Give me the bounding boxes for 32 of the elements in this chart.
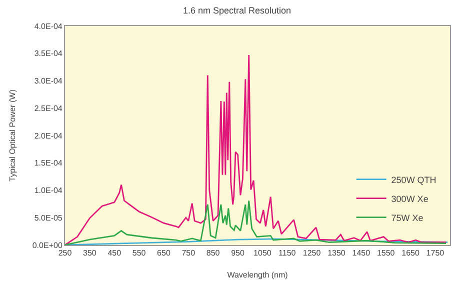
x-tick-label: 1150 xyxy=(278,248,296,258)
x-tick-label: 350 xyxy=(83,248,97,258)
x-tick-label: 1250 xyxy=(302,248,322,258)
x-tick-label: 1050 xyxy=(254,248,272,258)
x-tick-label: 850 xyxy=(206,248,220,258)
x-tick-label: 1350 xyxy=(328,248,346,258)
y-tick-label: 2.5E-04 xyxy=(34,104,63,113)
y-tick-label: 4.0E-04 xyxy=(34,22,63,31)
y-tick-label: 3.5E-04 xyxy=(34,49,63,58)
y-tick-label: 5.0E-05 xyxy=(34,213,63,222)
x-tick-label: 1450 xyxy=(352,248,371,258)
chart-title: 1.6 nm Spectral Resolution xyxy=(182,6,292,16)
x-tick-label: 750 xyxy=(182,248,196,258)
x-tick-label: 550 xyxy=(132,248,146,258)
x-tick-label: 1750 xyxy=(426,248,445,258)
x-tick-label: 250 xyxy=(58,248,72,258)
y-tick-label: 2.0E-04 xyxy=(34,131,63,140)
y-axis-title: Typical Optical Power (W) xyxy=(8,89,18,182)
legend-label: 75W Xe xyxy=(391,212,424,223)
legend-label: 250W QTH xyxy=(391,174,436,185)
x-axis-title: Wavelength (nm) xyxy=(227,270,288,280)
x-tick-label: 950 xyxy=(231,248,245,258)
y-tick-label: 1.0E-04 xyxy=(34,186,63,196)
x-tick-label: 1650 xyxy=(402,248,420,258)
x-tick-label: 1550 xyxy=(376,248,396,258)
line-series xyxy=(65,54,447,245)
x-tick-label: 650 xyxy=(157,248,171,258)
y-tick-label: 3.0E-04 xyxy=(34,76,63,86)
y-tick-label: 1.5E-04 xyxy=(34,158,63,168)
x-tick-label: 450 xyxy=(108,248,122,258)
legend-label: 300W Xe xyxy=(391,194,428,204)
y-tick-label: 0.0E+00 xyxy=(32,240,63,250)
